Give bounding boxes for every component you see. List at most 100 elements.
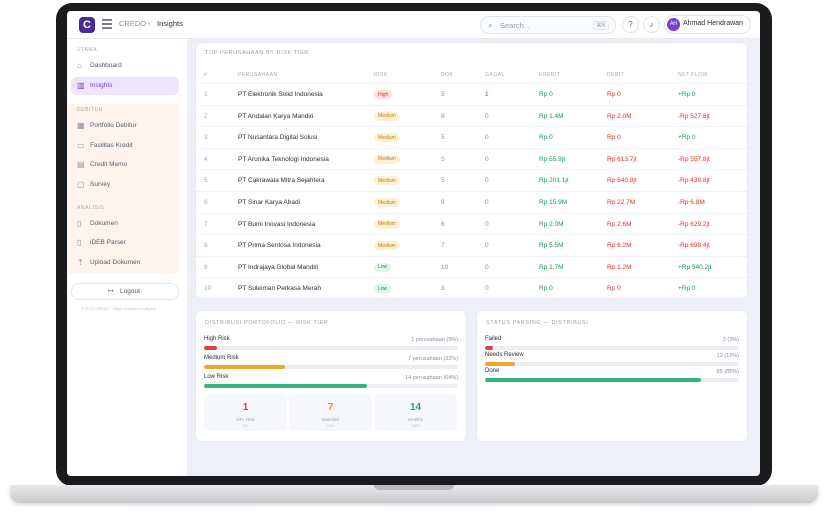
bar-value: 85 (85%): [716, 368, 739, 375]
table-row[interactable]: 10 PT Suleiman Perkasa Merah Low 3 0 Rp 0 Rp 0…: [196, 277, 747, 299]
credo-logo[interactable]: C: [79, 17, 95, 33]
sidebar-item-portfolio-debitur[interactable]: ▦ Portfolio Debitur: [71, 117, 179, 135]
sidebar-item-label: Upload Dokumen: [90, 259, 141, 266]
stat-label: Healthy: [407, 417, 424, 422]
sidebar-item-label: Portfolio Debitur: [90, 122, 137, 129]
bar-fill: [204, 346, 217, 350]
col-header-net-flow: NET FLOW: [678, 72, 708, 78]
cell-kredit: Rp 0: [539, 285, 553, 293]
cell-net: -Rp 439.8jt: [678, 177, 710, 185]
cell-net: +Rp 540.2jt: [678, 263, 712, 271]
cell-net: -Rp 629.2jt: [678, 220, 710, 228]
cell-gagal: 0: [485, 285, 489, 293]
bar-label: Medium Risk: [204, 355, 239, 361]
breadcrumb-separator: ›: [148, 19, 151, 28]
sidebar-item-upload-dokumen[interactable]: ⇡ Upload Dokumen: [71, 254, 179, 272]
bar-value: 1 perusahaan (5%): [411, 336, 458, 343]
cell-no: 5: [204, 177, 208, 185]
bell-icon[interactable]: ♪: [643, 16, 660, 33]
stat-label: NPL Risk: [236, 417, 255, 422]
cell-dok: 6: [441, 220, 445, 228]
cell-kredit: Rp 1.7M: [539, 263, 564, 271]
cell-kredit: Rp 5.5M: [539, 242, 564, 250]
table-row[interactable]: 9 PT Indrajaya Global Mandiri Low 10 0 Rp 1.7…: [196, 255, 747, 278]
home-icon: ⌂: [77, 61, 82, 70]
bar-track: [204, 365, 458, 369]
laptop-base: [10, 485, 818, 503]
cell-dok: 10: [441, 263, 449, 271]
cell-no: 8: [204, 242, 208, 250]
risk-badge: Medium: [374, 219, 400, 229]
risk-badge: Medium: [374, 198, 400, 207]
sidebar-item-dokumen[interactable]: ▯ Dokumen: [71, 215, 179, 233]
breadcrumb-root[interactable]: CREDO: [119, 19, 147, 28]
table-row[interactable]: 3 PT Nusantara Digital Solusi Medium 5 0 Rp 0…: [196, 126, 747, 148]
bar-value: 3 (3%): [722, 336, 739, 343]
table-row[interactable]: 7 PT Bumi Inovasi Indonesia Medium 6 0 Rp 2.0…: [196, 212, 747, 235]
copyright: © 2025 CREDO · Bank Analysis Intelligent: [81, 306, 157, 311]
menu-icon[interactable]: [102, 19, 112, 29]
cell-dok: 5: [441, 91, 445, 98]
cell-dok: 3: [441, 285, 445, 293]
sidebar-item-label: Dashboard: [90, 62, 122, 69]
table-row[interactable]: 6 PT Sinar Karya Abadi Medium 8 0 Rp 15.9M Rp …: [196, 191, 747, 213]
cell-dok: 5: [441, 155, 445, 163]
avatar: AH: [667, 18, 680, 31]
building-icon: ▦: [77, 121, 85, 130]
table-row[interactable]: 2 PT Andalan Karya Mandiri Medium 8 0 Rp 1.4M…: [196, 104, 747, 127]
cell-no: 3: [204, 134, 208, 142]
sidebar-item-label: Dokumen: [90, 220, 118, 227]
stat-tile: 7 Watchlist 32%: [289, 395, 372, 431]
risk-badge: Medium: [374, 111, 400, 121]
sidebar-item-survey[interactable]: ▢ Survey: [71, 176, 179, 194]
sidebar-item-dashboard[interactable]: ⌂ Dashboard: [71, 57, 179, 75]
sidebar-item-ideb-parser[interactable]: ▯ iDEB Parser: [71, 234, 179, 252]
cell-no: 9: [204, 263, 208, 271]
sidebar-section-utama: UTAMA: [77, 47, 98, 53]
cell-kredit: Rp 1.4M: [539, 112, 564, 120]
sidebar-item-insights[interactable]: ▥ Insights: [71, 77, 179, 95]
col-header-no: #: [204, 72, 208, 78]
table-row[interactable]: 8 PT Prima Sentosa Indonesia Medium 7 0 Rp 5.…: [196, 234, 747, 256]
col-header-kredit: KREDIT: [539, 72, 561, 78]
logout-icon: ↦: [108, 288, 114, 295]
cell-debit: Rp 2.6M: [607, 220, 632, 228]
stat-sub: 32%: [326, 423, 335, 428]
cell-no: 10: [204, 285, 212, 293]
cell-debit: Rp 0: [607, 285, 621, 293]
cell-gagal: 0: [485, 220, 489, 228]
search-input[interactable]: ⌕ Search... ⌘K: [480, 16, 616, 34]
table-row[interactable]: 5 PT Cakrawala Mitra Sejahtera Medium 5 0 Rp …: [196, 169, 747, 191]
cell-debit: Rp 640.8jt: [607, 177, 637, 185]
table-row[interactable]: 1 PT Elektronik Solid Indonesia High 5 1 Rp 0…: [196, 83, 747, 105]
stat-sub: 64%: [411, 423, 420, 428]
breadcrumb-current: Insights: [157, 19, 183, 28]
cell-debit: Rp 0: [607, 91, 621, 98]
logout-label: Logout: [120, 288, 140, 295]
sidebar-item-label: Insights: [90, 82, 113, 89]
cell-gagal: 0: [485, 199, 489, 206]
cell-net: -Rp 527.6jt: [678, 112, 710, 120]
upload-icon: ⇡: [77, 258, 84, 267]
cell-name: PT Prima Sentosa Indonesia: [238, 242, 321, 250]
cell-debit: Rp 613.7jt: [607, 155, 637, 163]
sidebar: UTAMA ⌂ Dashboard ▥ Insights DEBITUR ▦ P…: [67, 39, 188, 476]
col-header-gagal: GAGAL: [485, 72, 505, 78]
sidebar-item-credit-memo[interactable]: ▤ Credit Memo: [71, 156, 179, 174]
sidebar-item-label: Survey: [90, 181, 111, 188]
bar-label: Needs Review: [485, 352, 524, 358]
bar-label: High Risk: [204, 336, 230, 342]
stat-value: 1: [242, 402, 249, 413]
cell-gagal: 1: [485, 91, 489, 98]
sidebar-item-fasilitas-kredit[interactable]: ▭ Fasilitas Kredit: [71, 137, 179, 155]
logout-button[interactable]: ↦ Logout: [71, 283, 179, 300]
help-icon[interactable]: ?: [622, 16, 639, 33]
user-menu[interactable]: AH Ahmad Hendrawan: [664, 15, 751, 34]
cell-net: -Rp 6.8M: [678, 199, 705, 206]
bar-value: 14 perusahaan (64%): [405, 374, 458, 381]
sidebar-section-analisis: ANALISIS: [77, 205, 105, 211]
table-row[interactable]: 4 PT Arunika Teknologi Indonesia Medium 5 0 R…: [196, 147, 747, 170]
cell-kredit: Rp 0: [539, 134, 553, 142]
cell-net: -Rp 698.4jt: [678, 242, 710, 250]
cell-no: 1: [204, 91, 208, 98]
